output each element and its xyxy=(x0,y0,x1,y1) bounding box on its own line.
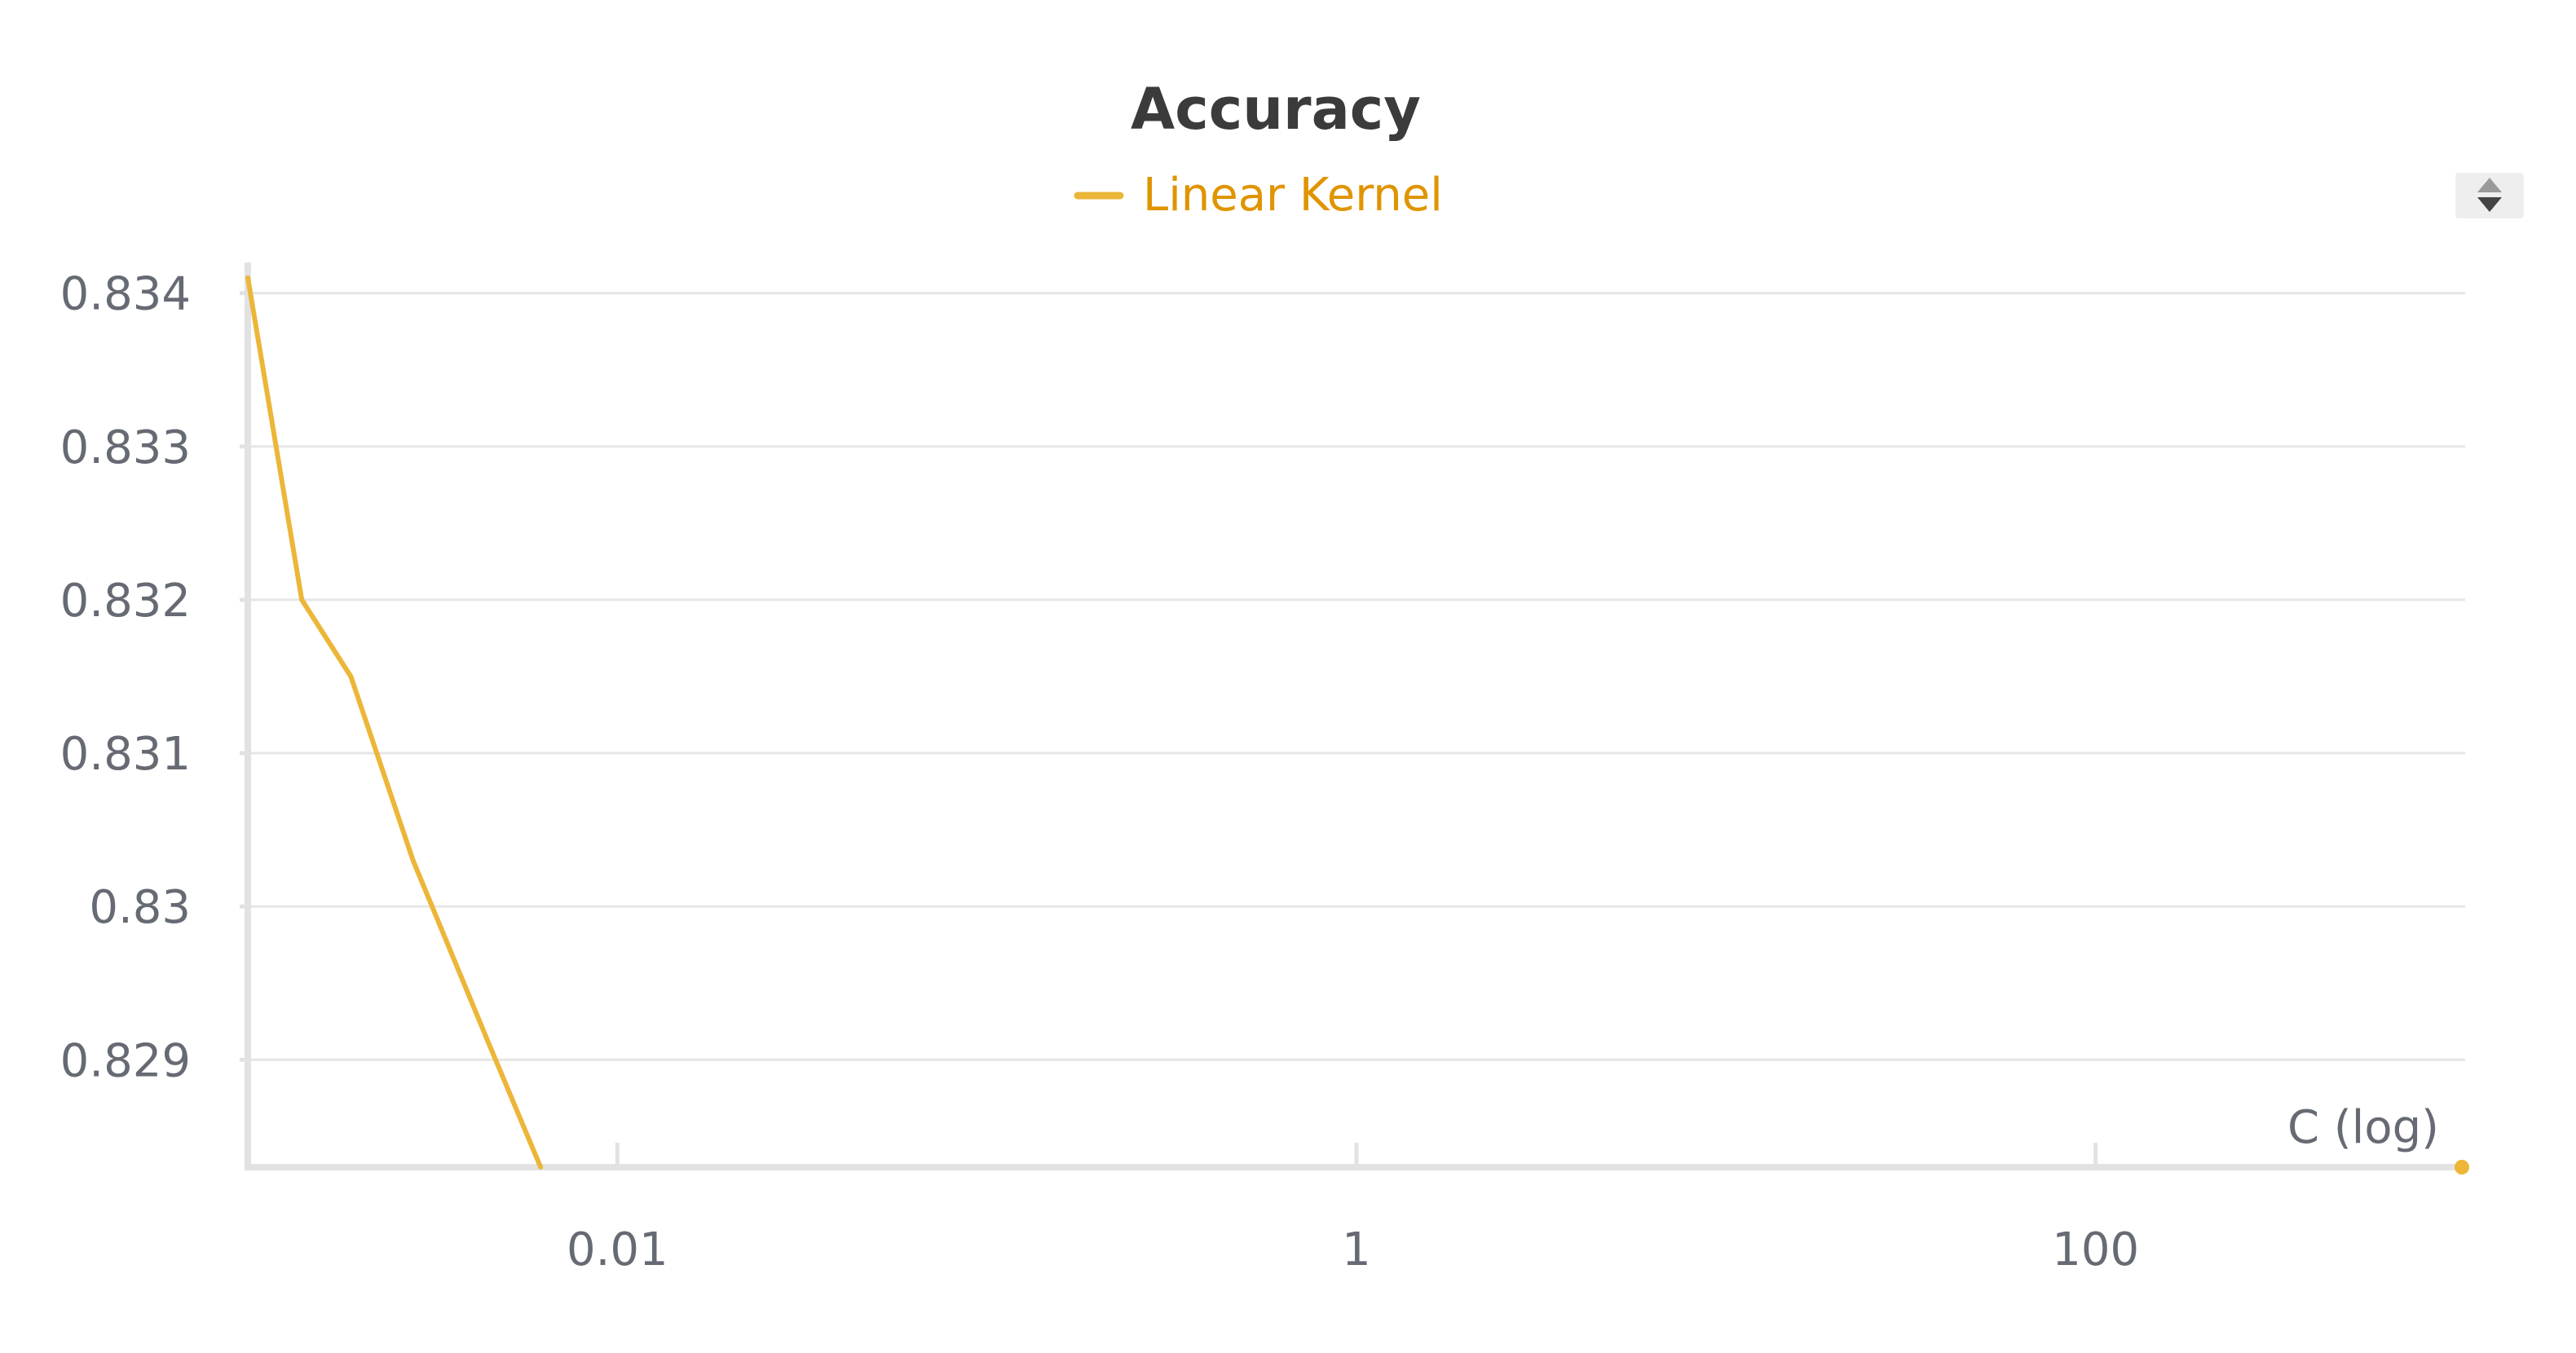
x-tick-label-0: 0.01 xyxy=(567,1223,668,1276)
y-tick-label-0: 0.829 xyxy=(60,1034,191,1087)
y-tick-label-2: 0.831 xyxy=(60,728,191,781)
arrow-up-icon[interactable] xyxy=(2477,178,2502,192)
series-group xyxy=(245,275,2469,1175)
chart-title: Accuracy xyxy=(1131,76,1421,143)
y-tick-label-5: 0.834 xyxy=(60,268,191,321)
gridlines xyxy=(248,292,2465,1061)
y-tick-label-4: 0.833 xyxy=(60,421,191,474)
legend-scroll-arrows[interactable] xyxy=(2455,173,2524,218)
end-marker xyxy=(2455,1160,2469,1175)
y-axis-ticks: 0.829 0.83 0.831 0.832 0.833 0.834 xyxy=(60,268,248,1087)
series-line-0[interactable] xyxy=(245,275,544,1170)
x-tick-label-1: 1 xyxy=(1342,1223,1371,1276)
y-tick-label-3: 0.832 xyxy=(60,575,191,628)
x-axis-title: C (log) xyxy=(2287,1101,2439,1154)
legend-label-linear-kernel[interactable]: Linear Kernel xyxy=(1143,169,1443,222)
arrow-down-icon[interactable] xyxy=(2477,197,2502,212)
x-axis-ticks: 0.01 1 100 xyxy=(567,1143,2139,1276)
legend[interactable]: Linear Kernel xyxy=(1074,169,1443,222)
y-tick-label-1: 0.83 xyxy=(89,881,191,934)
x-tick-label-2: 100 xyxy=(2052,1223,2139,1276)
